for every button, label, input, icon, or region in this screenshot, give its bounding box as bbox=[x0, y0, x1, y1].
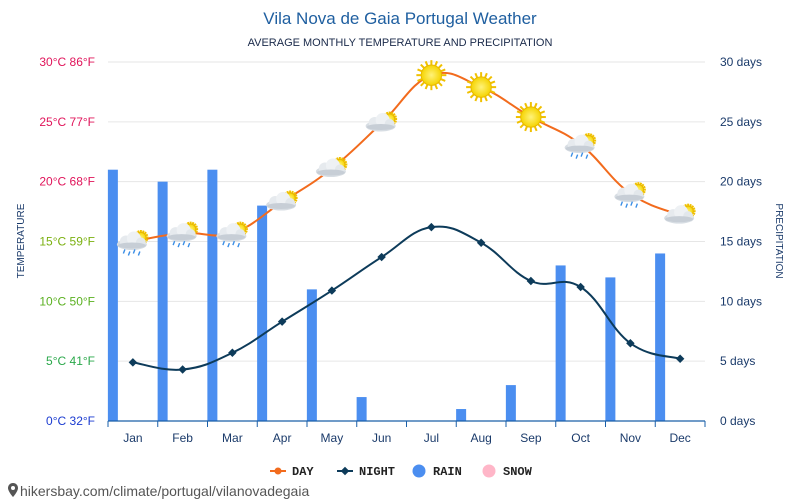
month-label: Apr bbox=[273, 431, 292, 445]
night-point bbox=[427, 222, 436, 232]
rain-bar bbox=[505, 385, 516, 421]
night-point bbox=[277, 317, 287, 326]
legend-label: SNOW bbox=[503, 465, 533, 479]
chart-title: Vila Nova de Gaia Portugal Weather bbox=[263, 9, 537, 28]
sun-cloud-rain-icon bbox=[166, 221, 199, 248]
weather-icons bbox=[116, 60, 696, 256]
legend-item-day: DAY bbox=[270, 465, 314, 479]
temperature-tick-label: 15°C 59°F bbox=[39, 235, 95, 249]
rain-bar bbox=[257, 205, 268, 421]
precipitation-tick-label: 30 days bbox=[720, 55, 762, 69]
sun-icon bbox=[466, 72, 497, 103]
rain-bar bbox=[306, 289, 317, 421]
legend-label: DAY bbox=[292, 465, 314, 479]
month-label: Jul bbox=[424, 431, 439, 445]
footer[interactable]: hikersbay.com/climate/portugal/vilanovad… bbox=[8, 483, 309, 499]
legend-item-rain: RAIN bbox=[412, 464, 462, 479]
precipitation-axis: 0 days 5 days 10 days 15 days 20 days 25 days… bbox=[720, 55, 762, 428]
rain-bar bbox=[207, 169, 218, 421]
legend-label: RAIN bbox=[433, 465, 462, 479]
sun-cloud-icon bbox=[266, 190, 298, 211]
precipitation-tick-label: 25 days bbox=[720, 115, 762, 129]
sun-cloud-icon bbox=[365, 111, 398, 132]
temperature-tick-label: 30°C 86°F bbox=[39, 55, 95, 69]
rain-bar bbox=[605, 277, 616, 421]
month-axis: Jan Feb Mar Apr May Jun Jul Aug Sep Oct Nov Dec bbox=[107, 420, 706, 445]
month-label: Sep bbox=[520, 431, 542, 445]
precipitation-tick-label: 15 days bbox=[720, 235, 762, 249]
month-label: Dec bbox=[669, 431, 690, 445]
legend-label: NIGHT bbox=[359, 465, 395, 479]
temperature-axis: 0°C 32°F 5°C 41°F 10°C 50°F 15°C 59°F 20°C 6… bbox=[39, 55, 95, 428]
legend-day-marker bbox=[274, 467, 282, 475]
sun-icon bbox=[515, 102, 546, 133]
rain-bar bbox=[157, 181, 168, 421]
legend-rain-marker bbox=[412, 464, 426, 478]
night-point bbox=[576, 282, 585, 292]
precipitation-tick-label: 5 days bbox=[720, 354, 755, 368]
legend-item-night: NIGHT bbox=[337, 465, 395, 479]
legend: DAY NIGHT RAIN SNOW bbox=[270, 464, 533, 479]
night-point bbox=[327, 286, 337, 295]
sun-icon bbox=[416, 60, 447, 91]
month-label: Oct bbox=[571, 431, 590, 445]
night-point bbox=[476, 238, 486, 247]
temperature-tick-label: 5°C 41°F bbox=[46, 354, 95, 368]
month-label: Jan bbox=[123, 431, 142, 445]
night-point bbox=[128, 358, 138, 367]
sun-cloud-rain-icon bbox=[116, 230, 149, 256]
month-label: Aug bbox=[470, 431, 491, 445]
temperature-tick-label: 20°C 68°F bbox=[39, 175, 95, 189]
month-label: Nov bbox=[620, 431, 641, 445]
precipitation-tick-label: 0 days bbox=[720, 414, 755, 428]
night-point bbox=[377, 252, 386, 262]
precipitation-tick-label: 20 days bbox=[720, 175, 762, 189]
precipitation-tick-label: 10 days bbox=[720, 294, 762, 308]
rain-bar bbox=[107, 169, 118, 421]
sun-cloud-icon bbox=[664, 203, 696, 224]
location-pin-icon bbox=[8, 483, 18, 497]
temperature-tick-label: 0°C 32°F bbox=[46, 414, 95, 428]
temperature-tick-label: 25°C 77°F bbox=[39, 115, 95, 129]
legend-snow-marker bbox=[482, 464, 496, 478]
night-point bbox=[228, 348, 237, 358]
chart-subtitle: AVERAGE MONTHLY TEMPERATURE AND PRECIPIT… bbox=[248, 37, 553, 49]
rain-bar bbox=[655, 253, 666, 421]
footer-link[interactable]: hikersbay.com/climate/portugal/vilanovad… bbox=[20, 483, 309, 499]
rain-bars bbox=[107, 169, 666, 421]
sun-cloud-icon bbox=[315, 157, 348, 178]
rain-bar bbox=[555, 265, 566, 421]
month-label: Feb bbox=[172, 431, 193, 445]
right-axis-title: PRECIPITATION bbox=[773, 203, 784, 278]
temperature-tick-label: 10°C 50°F bbox=[39, 294, 95, 308]
sun-cloud-rain-icon bbox=[564, 133, 597, 159]
night-point bbox=[626, 338, 635, 348]
legend-item-snow: SNOW bbox=[482, 464, 533, 479]
night-point bbox=[526, 276, 536, 286]
night-point bbox=[675, 354, 685, 364]
month-label: Jun bbox=[372, 431, 391, 445]
sun-cloud-rain-icon bbox=[614, 182, 646, 208]
month-label: Mar bbox=[222, 431, 243, 445]
gridlines bbox=[108, 61, 705, 362]
sun-cloud-rain-icon bbox=[216, 221, 248, 248]
legend-night-marker bbox=[340, 466, 350, 476]
left-axis-title: TEMPERATURE bbox=[16, 203, 27, 278]
rain-bar bbox=[456, 409, 467, 421]
night-point bbox=[178, 365, 187, 374]
month-label: May bbox=[321, 431, 344, 445]
rain-bar bbox=[356, 397, 367, 421]
